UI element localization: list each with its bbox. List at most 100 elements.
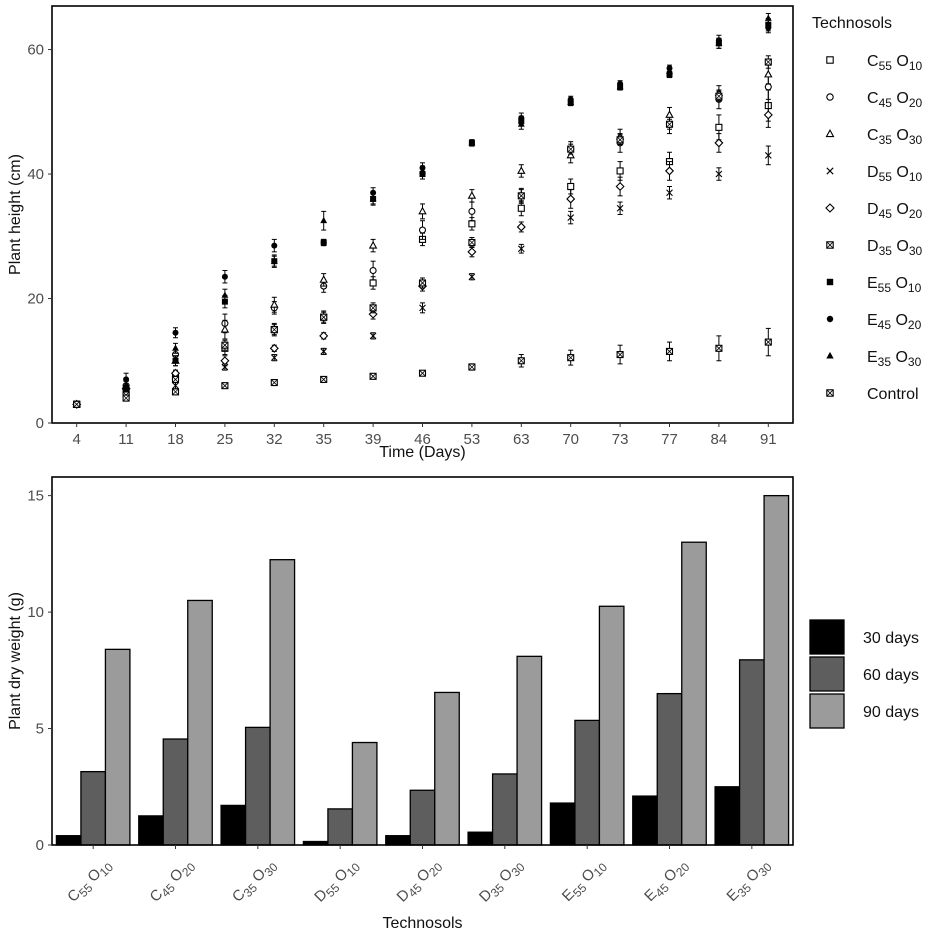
marker-triangle-open <box>566 150 575 159</box>
y-tick-label: 10 <box>27 604 44 621</box>
marker-square-cross-lines <box>826 241 834 249</box>
marker-cross <box>764 151 772 159</box>
marker-diamond-open <box>220 356 230 366</box>
marker-triangle-filled <box>122 381 130 389</box>
marker-circle-open <box>764 83 772 91</box>
marker-cross <box>270 354 278 362</box>
y-tick-label: 15 <box>27 488 44 505</box>
marker-square-cross-lines <box>221 341 229 349</box>
legend-item-label: C45 O20 <box>867 90 922 110</box>
legend-item-label: 90 days <box>863 704 919 721</box>
marker-diamond-open <box>615 181 625 192</box>
marker-circle-filled <box>826 315 834 323</box>
legend-item-label: D35 O30 <box>867 238 922 258</box>
legend-item-label: Control <box>867 386 919 403</box>
marker-cross <box>826 167 834 175</box>
bar-30-days <box>220 804 247 846</box>
x-tick-label: 73 <box>612 431 629 448</box>
marker-triangle-open <box>467 191 477 199</box>
legend-item-label: E45 O20 <box>867 312 922 332</box>
y-tick-label: 40 <box>27 166 44 183</box>
x-tick-label: 32 <box>266 431 283 448</box>
marker-square-open <box>468 220 476 228</box>
weight-legend: 30 days 60 days 90 days <box>809 619 919 729</box>
bar-30-days <box>714 786 741 846</box>
marker-square-cross-lines <box>616 136 624 144</box>
y-tick-label: 60 <box>27 42 44 59</box>
marker-square-cross-lines <box>221 382 229 389</box>
marker-circle-open <box>826 93 834 101</box>
series-3 <box>73 145 772 408</box>
marker-diamond-open <box>269 343 279 353</box>
bar-90-days <box>681 541 707 846</box>
marker-square-cross-lines <box>616 351 624 358</box>
legend-item-label: 60 days <box>863 667 919 684</box>
bar-30-days <box>55 835 82 846</box>
marker-triangle-filled <box>517 120 525 127</box>
series-9 <box>73 327 772 408</box>
marker-square-cross-lines <box>369 304 377 312</box>
y-tick-label: 0 <box>36 837 44 854</box>
x-tick-label: C35 O30 <box>229 856 281 908</box>
marker-square-cross-lines <box>320 376 327 383</box>
marker-triangle-filled <box>826 351 834 359</box>
legend-item-label: E35 O30 <box>867 349 922 369</box>
bar-30-days <box>467 831 494 846</box>
marker-triangle-open <box>517 166 526 174</box>
x-tick-label: 70 <box>562 431 579 448</box>
y-tick-label: 20 <box>27 291 44 308</box>
marker-cross <box>715 170 723 178</box>
bar-90-days <box>598 605 625 846</box>
marker-triangle-filled <box>616 83 624 90</box>
marker-cross <box>468 273 476 281</box>
legend-swatch <box>809 693 845 729</box>
marker-cross <box>616 204 624 212</box>
x-tick-label: 63 <box>513 431 530 448</box>
marker-triangle-open <box>418 206 427 215</box>
bar-60-days <box>491 773 518 846</box>
marker-triangle-open <box>220 324 230 333</box>
marker-triangle-open <box>319 275 328 283</box>
marker-cross <box>221 363 229 371</box>
legend-title: Technosols <box>812 15 892 32</box>
marker-cross <box>567 214 575 222</box>
marker-square-cross-lines <box>419 369 426 377</box>
marker-circle-filled <box>320 239 327 246</box>
marker-square-open <box>369 279 377 287</box>
bar-60-days <box>409 789 436 846</box>
marker-square-cross-lines <box>468 363 476 371</box>
bar-60-days <box>574 719 601 846</box>
bar-60-days <box>738 659 765 846</box>
bar-90-days <box>434 691 460 846</box>
marker-circle-open <box>369 266 377 275</box>
marker-square-cross-lines <box>320 313 327 321</box>
marker-triangle-filled <box>419 167 426 174</box>
legend-item-label: E55 O10 <box>867 275 922 295</box>
x-axis-title: Technosols <box>382 915 462 932</box>
marker-square-cross-lines <box>172 376 179 383</box>
legend-item-label: 30 days <box>863 630 919 647</box>
x-tick-label: 4 <box>73 431 81 448</box>
marker-circle-open <box>468 207 476 215</box>
marker-square-cross-lines <box>73 401 80 408</box>
marker-square-open <box>567 182 575 191</box>
x-tick-label: E55 O10 <box>559 856 611 908</box>
marker-square-cross-lines <box>172 388 179 396</box>
y-axis-title: Plant dry weight (g) <box>7 592 24 730</box>
legend-item-label: D55 O10 <box>867 164 922 184</box>
x-tick-label: 39 <box>365 431 382 448</box>
marker-triangle-filled <box>715 39 723 46</box>
marker-square-cross-lines <box>765 338 772 346</box>
legend-item-label: D45 O20 <box>867 201 922 221</box>
x-tick-label: 84 <box>711 431 728 448</box>
marker-triangle-filled <box>468 139 476 146</box>
bar-60-days <box>162 738 189 846</box>
height-legend: Technosols C55 O10 C45 O20 C35 O30 D55 O10 D4… <box>812 15 922 403</box>
marker-circle-filled <box>221 273 228 280</box>
marker-triangle-filled <box>567 98 575 105</box>
marker-square-cross-lines <box>765 58 772 66</box>
y-axis-title: Plant height (cm) <box>7 154 24 275</box>
marker-square-cross-lines <box>567 145 574 153</box>
marker-square-cross-lines <box>666 120 673 128</box>
marker-square-cross-lines <box>122 394 130 402</box>
